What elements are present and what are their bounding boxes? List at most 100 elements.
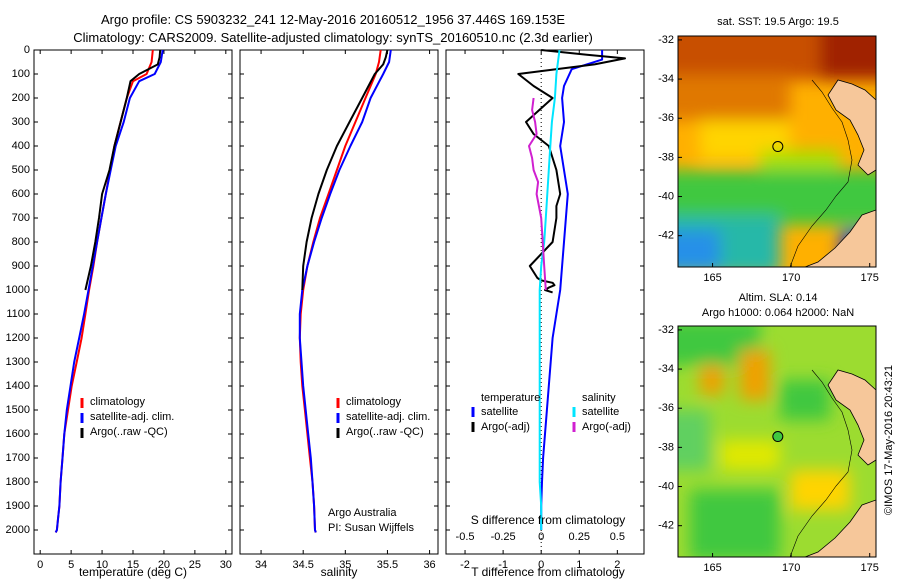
temperature-legend-argo: Argo(..raw -QC) xyxy=(90,426,168,438)
map-ytick-label: -34 xyxy=(658,363,674,375)
temperature-xtick-label: 20 xyxy=(158,559,170,571)
temperature-legend-satellite: satellite-adj. clim. xyxy=(90,411,174,423)
temperature-legend-climatology: climatology xyxy=(90,396,146,408)
map-xtick-label: 165 xyxy=(703,272,721,284)
sst-depth-contour xyxy=(789,79,853,267)
sla-map-ticks: 165 170 175 -32 -34 -36 -38 -40 -42 xyxy=(658,324,879,574)
map-xtick-label: 175 xyxy=(861,272,879,284)
sst-field xyxy=(678,36,876,267)
salinity-difference-tick-label: 0.5 xyxy=(610,531,625,543)
map-xtick-label: 170 xyxy=(782,562,800,574)
difference-salinity-argo-adj--line xyxy=(528,97,547,291)
difference-temperature-argo-adj--line xyxy=(517,49,626,294)
map-xtick-label: 170 xyxy=(782,272,800,284)
salinity-difference-tick-label: -0.25 xyxy=(491,531,516,543)
map-ytick-label: -36 xyxy=(658,112,674,124)
depth-tick-label: 300 xyxy=(12,116,30,128)
difference-xtick-label: -2 xyxy=(460,559,470,571)
map-ytick-label: -38 xyxy=(658,151,674,163)
depth-tick-label: 0 xyxy=(24,44,30,56)
credit-line1: Argo Australia xyxy=(328,507,397,519)
temperature-legend: climatology satellite-adj. clim. Argo(..… xyxy=(80,396,174,438)
legend-salinity-satellite: satellite xyxy=(582,406,619,418)
temperature-xtick-label: 15 xyxy=(127,559,139,571)
salinity-xtick-label: 34.5 xyxy=(292,559,313,571)
map-xtick-label: 165 xyxy=(703,562,721,574)
difference-temperature-satellite-line xyxy=(540,50,604,530)
sst-map: sat. SST: 19.5 Argo: 19.5 1 xyxy=(658,16,879,284)
temperature-plot-frame xyxy=(33,49,233,555)
temperature-lines xyxy=(54,49,164,533)
salinity-xtick-label: 34 xyxy=(255,559,267,571)
south-island-landmass-sla xyxy=(804,499,876,557)
legend-header-temperature: temperature xyxy=(481,392,540,404)
sla-map-title-line1: Altim. SLA: 0.14 xyxy=(739,292,818,304)
sla-map-title-line2: Argo h1000: 0.064 h2000: NaN xyxy=(702,307,854,319)
depth-tick-label: 1900 xyxy=(6,500,30,512)
salinity-xtick-label: 35.5 xyxy=(377,559,398,571)
temperature-satellite-adj-clim--line xyxy=(54,49,164,533)
depth-tick-label: 1600 xyxy=(6,428,30,440)
temperature-xlabel: temperature (deg C) xyxy=(79,565,187,579)
temperature-axis-ticks: 0 5 10 15 20 25 300100200300400500600700800900… xyxy=(6,44,232,571)
map-ytick-label: -38 xyxy=(658,441,674,453)
sla-field xyxy=(678,326,876,557)
temperature-xtick-label: 10 xyxy=(96,559,108,571)
sla-map-frame xyxy=(677,325,877,558)
depth-tick-label: 1100 xyxy=(6,308,30,320)
difference-panel: -2 -1 0 1 2 S difference from climatology -0… xyxy=(445,49,645,579)
map-ytick-label: -34 xyxy=(658,73,674,85)
depth-tick-label: 1500 xyxy=(6,404,30,416)
salinity-argo-raw-qc--line xyxy=(301,49,389,291)
depth-tick-label: 500 xyxy=(12,164,30,176)
float-position-marker-sla xyxy=(772,431,784,443)
map-ytick-label: -42 xyxy=(658,230,674,242)
difference-salinity-satellite-line xyxy=(538,49,561,530)
difference-xtick-label: 2 xyxy=(614,559,620,571)
salinity-difference-ticks: -0.5 -0.25 0 0.25 0.5 xyxy=(456,531,625,543)
float-position-marker xyxy=(772,141,784,153)
sla-map: Altim. SLA: 0.14 Argo h1000: 0.064 h2000… xyxy=(658,292,879,574)
temperature-xtick-label: 0 xyxy=(37,559,43,571)
sst-map-frame xyxy=(677,35,877,268)
figure-title-line2: Climatology: CARS2009. Satellite-adjuste… xyxy=(73,30,593,45)
depth-tick-label: 1400 xyxy=(6,380,30,392)
depth-tick-label: 1700 xyxy=(6,452,30,464)
map-ytick-label: -42 xyxy=(658,520,674,532)
map-ytick-label: -40 xyxy=(658,480,674,492)
salinity-difference-tick-label: -0.5 xyxy=(456,531,475,543)
salinity-xlabel: salinity xyxy=(321,565,358,579)
salinity-lines xyxy=(298,49,392,533)
depth-tick-label: 700 xyxy=(12,212,30,224)
salinity-xtick-label: 36 xyxy=(423,559,435,571)
difference-xtick-label: 0 xyxy=(538,559,544,571)
salinity-difference-xlabel: S difference from climatology xyxy=(471,513,626,527)
depth-tick-label: 100 xyxy=(12,68,30,80)
salinity-panel: 34 34.5 35 35.5 36 salinity climatology sate… xyxy=(239,49,439,579)
salinity-difference-tick-label: 0.25 xyxy=(569,531,590,543)
legend-salinity-argo: Argo(-adj) xyxy=(582,421,631,433)
temperature-difference-xlabel: T difference from climatology xyxy=(471,565,625,579)
credit-line2: PI: Susan Wijffels xyxy=(328,522,414,534)
salinity-xtick-label: 35 xyxy=(339,559,351,571)
difference-xtick-label: -1 xyxy=(498,559,508,571)
legend-temperature-satellite: satellite xyxy=(481,406,518,418)
salinity-plot-frame xyxy=(239,49,439,555)
temperature-xtick-label: 30 xyxy=(220,559,232,571)
salinity-axis-ticks: 34 34.5 35 35.5 36 xyxy=(240,49,438,571)
temperature-xtick-label: 25 xyxy=(189,559,201,571)
depth-tick-label: 2000 xyxy=(6,524,30,536)
depth-tick-label: 200 xyxy=(12,92,30,104)
difference-lines xyxy=(517,49,626,530)
map-ytick-label: -32 xyxy=(658,324,674,336)
map-ytick-label: -40 xyxy=(658,190,674,202)
difference-axis-ticks: -2 -1 0 1 2 xyxy=(446,49,644,571)
depth-tick-label: 1200 xyxy=(6,332,30,344)
temperature-panel: 0 5 10 15 20 25 300100200300400500600700800900… xyxy=(6,44,233,579)
figure-title-line1: Argo profile: CS 5903232_241 12-May-2016… xyxy=(101,12,565,27)
difference-plot-frame xyxy=(445,49,645,555)
depth-tick-label: 900 xyxy=(12,260,30,272)
legend-header-salinity: salinity xyxy=(582,392,616,404)
depth-tick-label: 800 xyxy=(12,236,30,248)
